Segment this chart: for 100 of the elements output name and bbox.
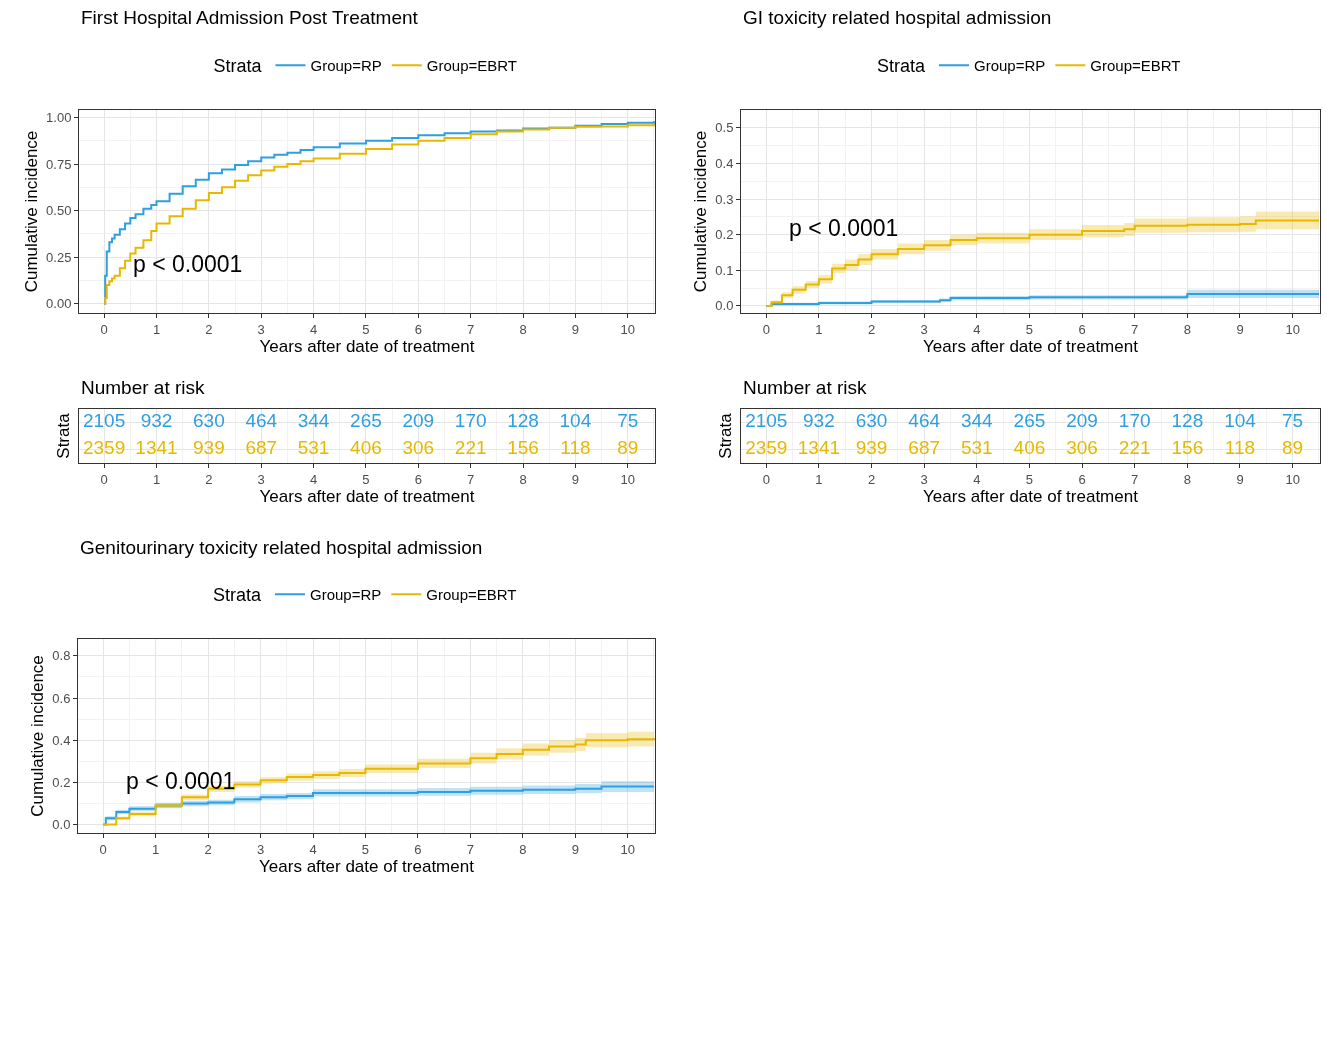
x-tick-label: 5 xyxy=(362,471,370,487)
y-axis-title: Cumulative incidence xyxy=(690,130,710,293)
x-axis-title: Years after date of treatment xyxy=(923,336,1139,356)
x-tick-label: 6 xyxy=(1078,471,1086,487)
data-label: 630 xyxy=(193,410,225,432)
data-label: 1341 xyxy=(135,437,178,459)
y-axis-title: Cumulative incidence xyxy=(27,655,47,817)
y-tick-label: 0.2 xyxy=(52,774,71,790)
x-tick-label: 1 xyxy=(152,471,161,487)
x-tick-label: 3 xyxy=(257,471,265,487)
x-tick-label: 6 xyxy=(414,321,422,337)
y-tick-label: 0.1 xyxy=(715,262,734,278)
x-tick-label: 4 xyxy=(973,321,981,337)
x-tick-label: 2 xyxy=(205,471,213,487)
data-label: 2359 xyxy=(82,437,126,459)
data-label: 104 xyxy=(1224,410,1257,432)
x-tick-label: 4 xyxy=(309,841,317,857)
x-tick-label: 7 xyxy=(1131,471,1139,487)
data-label: 464 xyxy=(908,410,941,432)
legend-label: Group=RP xyxy=(310,57,382,75)
data-label: 1341 xyxy=(797,437,841,459)
x-tick-label: 6 xyxy=(1078,321,1086,337)
data-label: 2105 xyxy=(745,410,788,432)
data-label: 128 xyxy=(1171,410,1204,432)
data-label: 939 xyxy=(193,437,225,459)
y-tick-label: 0.0 xyxy=(715,298,734,314)
data-label: 344 xyxy=(297,410,330,432)
x-tick-label: 9 xyxy=(571,471,580,487)
data-label: 118 xyxy=(1224,437,1256,459)
annotation: p < 0.0001 xyxy=(133,251,243,277)
x-tick-label: 7 xyxy=(467,321,475,337)
x-tick-label: 1 xyxy=(152,321,161,337)
data-label: 75 xyxy=(617,410,639,432)
x-tick-label: 10 xyxy=(620,321,635,337)
data-label: 932 xyxy=(140,410,173,432)
x-tick-label: 0 xyxy=(762,471,770,487)
data-label: 89 xyxy=(617,437,639,459)
legend-label: Group=EBRT xyxy=(426,57,517,75)
x-tick-label: 10 xyxy=(620,471,635,487)
x-axis-title: Years after date of treatment xyxy=(259,336,475,356)
y-tick-label: 0.0 xyxy=(52,817,71,833)
x-tick-label: 3 xyxy=(920,471,928,487)
x-tick-label: 7 xyxy=(466,841,474,857)
x-tick-label: 8 xyxy=(519,471,527,487)
data-label: 128 xyxy=(507,410,539,432)
x-tick-label: 8 xyxy=(519,321,527,337)
legend-label: Group=RP xyxy=(310,586,382,604)
legend-title: Strata xyxy=(213,585,263,606)
x-tick-label: 3 xyxy=(257,321,265,337)
x-tick-label: 0 xyxy=(762,321,770,337)
data-label: 939 xyxy=(855,437,888,459)
data-label: 75 xyxy=(1282,410,1304,432)
x-tick-label: 6 xyxy=(414,841,422,857)
y-tick-label: 0.6 xyxy=(52,690,71,706)
x-tick-label: 0 xyxy=(99,841,107,857)
legend-label: Group=RP xyxy=(974,57,1046,75)
x-tick-label: 8 xyxy=(1183,471,1191,487)
data-label: 221 xyxy=(1118,437,1151,459)
data-label: 687 xyxy=(908,437,941,459)
x-tick-label: 2 xyxy=(204,841,212,857)
x-tick-label: 8 xyxy=(519,841,527,857)
data-label: 406 xyxy=(350,437,382,459)
legend-title: Strata xyxy=(213,56,263,77)
data-label: 406 xyxy=(1013,437,1046,459)
y-axis-title: Strata xyxy=(715,412,735,459)
chart-title: GI toxicity related hospital admission xyxy=(743,7,1052,28)
data-label: 306 xyxy=(1066,437,1098,459)
data-label: 306 xyxy=(402,437,435,459)
data-label: 170 xyxy=(1118,410,1151,432)
x-tick-label: 10 xyxy=(620,841,635,857)
y-tick-label: 0.3 xyxy=(715,191,734,207)
x-tick-label: 5 xyxy=(1025,321,1034,337)
y-tick-label: 0.2 xyxy=(715,227,734,243)
data-label: 2359 xyxy=(745,437,788,459)
x-tick-label: 4 xyxy=(309,471,318,487)
data-label: 531 xyxy=(960,437,993,459)
data-label: 464 xyxy=(245,410,278,432)
x-tick-label: 3 xyxy=(920,321,928,337)
annotation: p < 0.0001 xyxy=(789,215,899,241)
data-label: 104 xyxy=(559,410,592,432)
x-tick-label: 4 xyxy=(973,471,981,487)
y-axis-title: Strata xyxy=(53,412,73,459)
x-tick-label: 1 xyxy=(815,471,823,487)
legend-title: Strata xyxy=(877,56,927,77)
legend-label: Group=EBRT xyxy=(1090,57,1181,75)
x-tick-label: 1 xyxy=(815,321,823,337)
x-axis-title: Years after date of treatment xyxy=(259,856,475,876)
x-tick-label: 10 xyxy=(1285,471,1300,487)
data-label: 932 xyxy=(803,410,835,432)
x-tick-label: 5 xyxy=(361,841,370,857)
data-label: 531 xyxy=(297,437,330,459)
x-tick-label: 7 xyxy=(1131,321,1139,337)
x-tick-label: 9 xyxy=(1236,471,1244,487)
data-label: 209 xyxy=(1066,410,1098,432)
x-axis-title: Years after date of treatment xyxy=(259,486,475,506)
x-tick-label: 1 xyxy=(152,841,160,857)
chart-title: Number at risk xyxy=(81,377,206,398)
x-tick-label: 2 xyxy=(205,321,213,337)
x-tick-label: 5 xyxy=(362,321,370,337)
x-tick-label: 10 xyxy=(1285,321,1300,337)
